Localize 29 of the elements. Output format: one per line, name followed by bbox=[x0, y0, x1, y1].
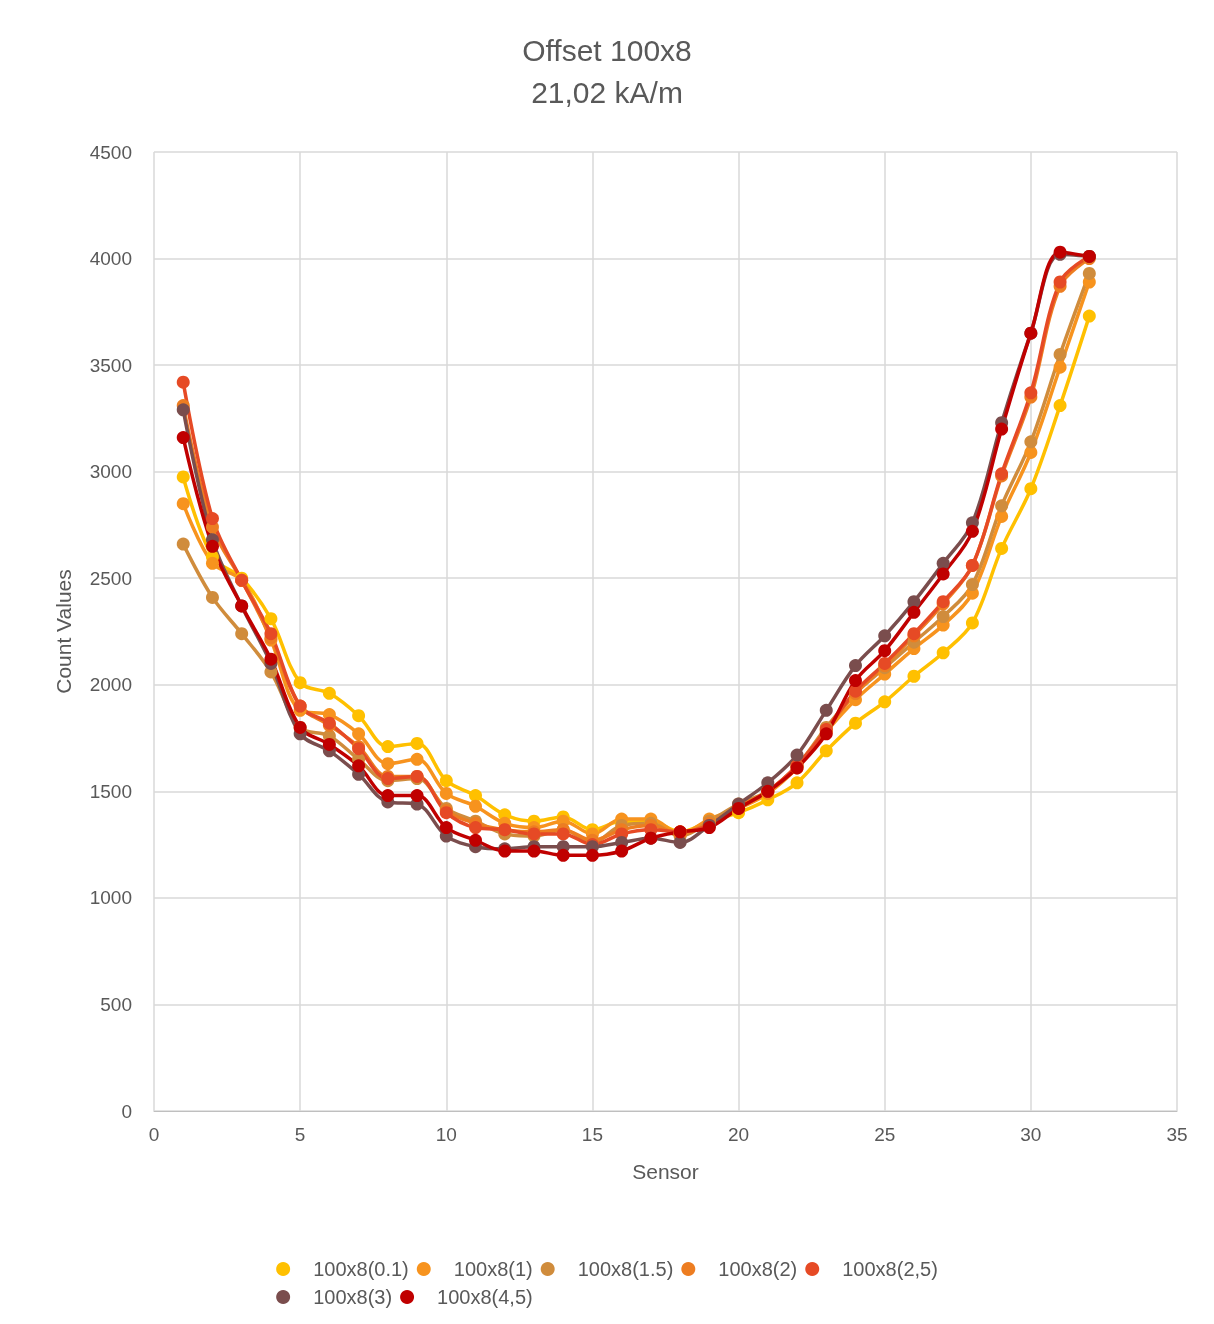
y-tick-label: 3000 bbox=[89, 461, 132, 483]
chart-subtitle: 21,02 kA/m bbox=[531, 75, 683, 109]
legend-label: 100x8(3) bbox=[313, 1286, 393, 1308]
x-tick-label: 30 bbox=[1020, 1124, 1042, 1145]
y-tick-label: 1500 bbox=[89, 780, 132, 802]
y-tick-label: 0 bbox=[121, 1100, 132, 1122]
y-axis-title: Count Values bbox=[52, 569, 75, 694]
x-tick-label: 10 bbox=[435, 1124, 457, 1145]
x-axis-title: Sensor bbox=[632, 1160, 699, 1183]
x-tick-label: 20 bbox=[728, 1124, 750, 1145]
x-tick-label: 0 bbox=[148, 1124, 160, 1145]
legend-label: 100x8(2) bbox=[718, 1258, 798, 1280]
legend-label: 100x8(4,5) bbox=[437, 1286, 533, 1308]
y-tick-label: 2000 bbox=[89, 674, 132, 696]
x-tick-label: 35 bbox=[1166, 1124, 1188, 1145]
y-tick-label: 4500 bbox=[89, 141, 132, 163]
legend-label: 100x8(0.1) bbox=[313, 1258, 409, 1280]
y-tick-label: 3500 bbox=[89, 354, 132, 376]
legend-label: 100x8(2,5) bbox=[842, 1258, 938, 1280]
y-tick-label: 1000 bbox=[89, 887, 132, 909]
y-tick-label: 4000 bbox=[89, 248, 132, 270]
legend-label: 100x8(1) bbox=[453, 1258, 533, 1280]
x-tick-label: 25 bbox=[874, 1124, 896, 1145]
legend-label: 100x8(1.5) bbox=[577, 1258, 674, 1280]
y-tick-label: 2500 bbox=[89, 567, 132, 589]
chart-title: Offset 100x8 bbox=[522, 33, 692, 67]
x-tick-label: 5 bbox=[294, 1124, 306, 1145]
y-tick-label: 500 bbox=[100, 993, 132, 1015]
x-tick-label: 15 bbox=[581, 1124, 603, 1145]
